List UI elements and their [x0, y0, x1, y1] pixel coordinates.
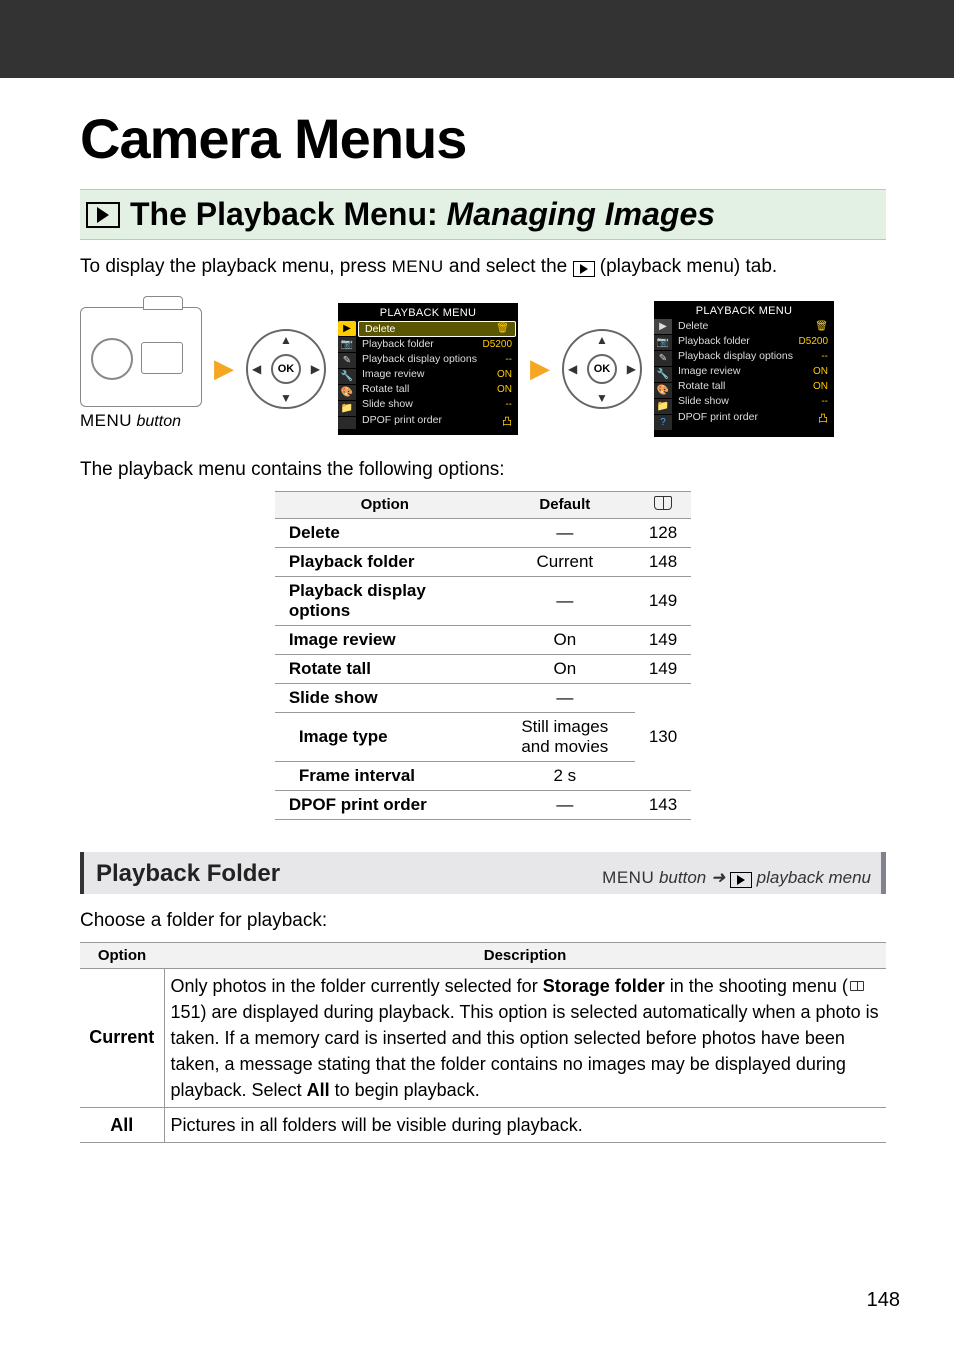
- lcd-row: Image reviewON: [672, 364, 834, 379]
- table-row: Image typeStill images and movies: [275, 712, 691, 761]
- menu-button-suffix: button: [132, 413, 181, 430]
- subsection-heading: Playback Folder MENU button ➜ playback m…: [80, 852, 886, 894]
- table-row: DPOF print order—143: [275, 790, 691, 819]
- lcd-list-1: Delete🗑 Playback folderD5200 Playback di…: [356, 321, 518, 429]
- dpad-illustration: OK ▲▼◀▶: [246, 329, 326, 409]
- playback-icon-inline: [573, 261, 595, 277]
- lcd-row: Delete🗑: [672, 319, 834, 334]
- table-row: All Pictures in all folders will be visi…: [80, 1108, 886, 1143]
- playback-icon-inline: [730, 872, 752, 888]
- lcd-row: Rotate tallON: [356, 382, 518, 397]
- arrow-icon: ▶: [214, 353, 234, 384]
- lcd-row-selected: Delete🗑: [358, 321, 516, 337]
- table-row: Current Only photos in the folder curren…: [80, 968, 886, 1107]
- playback-icon: [86, 202, 120, 228]
- menu-button-caption: MENU button: [80, 411, 202, 431]
- table-row: Slide show—130: [275, 683, 691, 712]
- table-row: Image reviewOn149: [275, 625, 691, 654]
- lcd-row: Rotate tallON: [672, 379, 834, 394]
- camera-illustration: [80, 307, 202, 407]
- navigation-diagram: MENU button ▶ OK ▲▼◀▶ PLAYBACK MENU ▶📷✎🔧…: [80, 301, 886, 437]
- table-row: Playback folderCurrent148: [275, 547, 691, 576]
- lcd-title: PLAYBACK MENU: [654, 301, 834, 319]
- col-option: Option: [275, 491, 495, 518]
- options-table: Option Default Delete—128 Playback folde…: [275, 491, 691, 820]
- lcd-row: Image reviewON: [356, 367, 518, 382]
- desc-current: Only photos in the folder currently sele…: [164, 968, 886, 1107]
- table-row: Frame interval2 s: [275, 761, 691, 790]
- section-heading: The Playback Menu: Managing Images: [80, 189, 886, 240]
- desc-all: Pictures in all folders will be visible …: [164, 1108, 886, 1143]
- lcd-row: DPOF print order凸: [356, 412, 518, 429]
- table-row: Delete—128: [275, 518, 691, 547]
- crumb-arrow: button ➜: [654, 868, 730, 887]
- lcd-list-2: Delete🗑 Playback folderD5200 Playback di…: [672, 319, 834, 431]
- lcd-tabs: ▶📷✎🔧🎨📁: [338, 321, 356, 429]
- top-dark-band: [0, 0, 954, 78]
- arrow-icon: ▶: [530, 353, 550, 384]
- ok-button-icon: OK: [271, 354, 301, 384]
- page-content: Camera Menus The Playback Menu: Managing…: [0, 106, 954, 1143]
- lcd-row: DPOF print order凸: [672, 409, 834, 426]
- crumb-menu: MENU: [602, 868, 654, 887]
- table-row: Rotate tallOn149: [275, 654, 691, 683]
- lcd-screenshot-1: PLAYBACK MENU ▶📷✎🔧🎨📁 Delete🗑 Playback fo…: [338, 303, 518, 435]
- col-description: Description: [164, 942, 886, 968]
- lcd-title: PLAYBACK MENU: [338, 303, 518, 321]
- intro-text: To display the playback menu, press MENU…: [80, 254, 886, 281]
- intro-mid: and select the: [444, 256, 573, 277]
- option-all: All: [80, 1108, 164, 1143]
- section-main-text: The Playback Menu:: [130, 196, 438, 232]
- lcd-row: Slide show--: [672, 394, 834, 409]
- col-default: Default: [495, 491, 635, 518]
- subsection-title: Playback Folder: [96, 860, 280, 888]
- page-number: 148: [867, 1289, 900, 1312]
- col-option: Option: [80, 942, 164, 968]
- intro-post: (playback menu) tab.: [595, 256, 778, 277]
- table-row: Playback display options—149: [275, 576, 691, 625]
- camera-block: MENU button: [80, 307, 202, 431]
- dpad-illustration: OK ▲▼◀▶: [562, 329, 642, 409]
- ok-button-icon: OK: [587, 354, 617, 384]
- lcd-row: Playback folderD5200: [356, 337, 518, 352]
- book-icon: [654, 496, 672, 510]
- lcd-tabs: ▶📷✎🔧🎨📁?: [654, 319, 672, 431]
- menu-button-label: MENU: [80, 411, 132, 430]
- lcd-row: Playback display options--: [356, 352, 518, 367]
- folder-intro: Choose a folder for playback:: [80, 910, 886, 932]
- crumb-end: playback menu: [752, 868, 871, 887]
- lcd-row: Playback display options--: [672, 349, 834, 364]
- option-current: Current: [80, 968, 164, 1107]
- lcd-row: Playback folderD5200: [672, 334, 834, 349]
- page-title: Camera Menus: [80, 106, 886, 171]
- description-table: Option Description Current Only photos i…: [80, 942, 886, 1144]
- lcd-screenshot-2: PLAYBACK MENU ▶📷✎🔧🎨📁? Delete🗑 Playback f…: [654, 301, 834, 437]
- menu-label: MENU: [392, 257, 444, 276]
- options-intro: The playback menu contains the following…: [80, 459, 886, 481]
- intro-pre: To display the playback menu, press: [80, 256, 392, 277]
- lcd-row: Slide show--: [356, 397, 518, 412]
- col-page: [635, 491, 691, 518]
- section-italic-text: Managing Images: [447, 196, 716, 232]
- breadcrumb: MENU button ➜ playback menu: [602, 868, 871, 888]
- page-ref-icon: [850, 981, 864, 991]
